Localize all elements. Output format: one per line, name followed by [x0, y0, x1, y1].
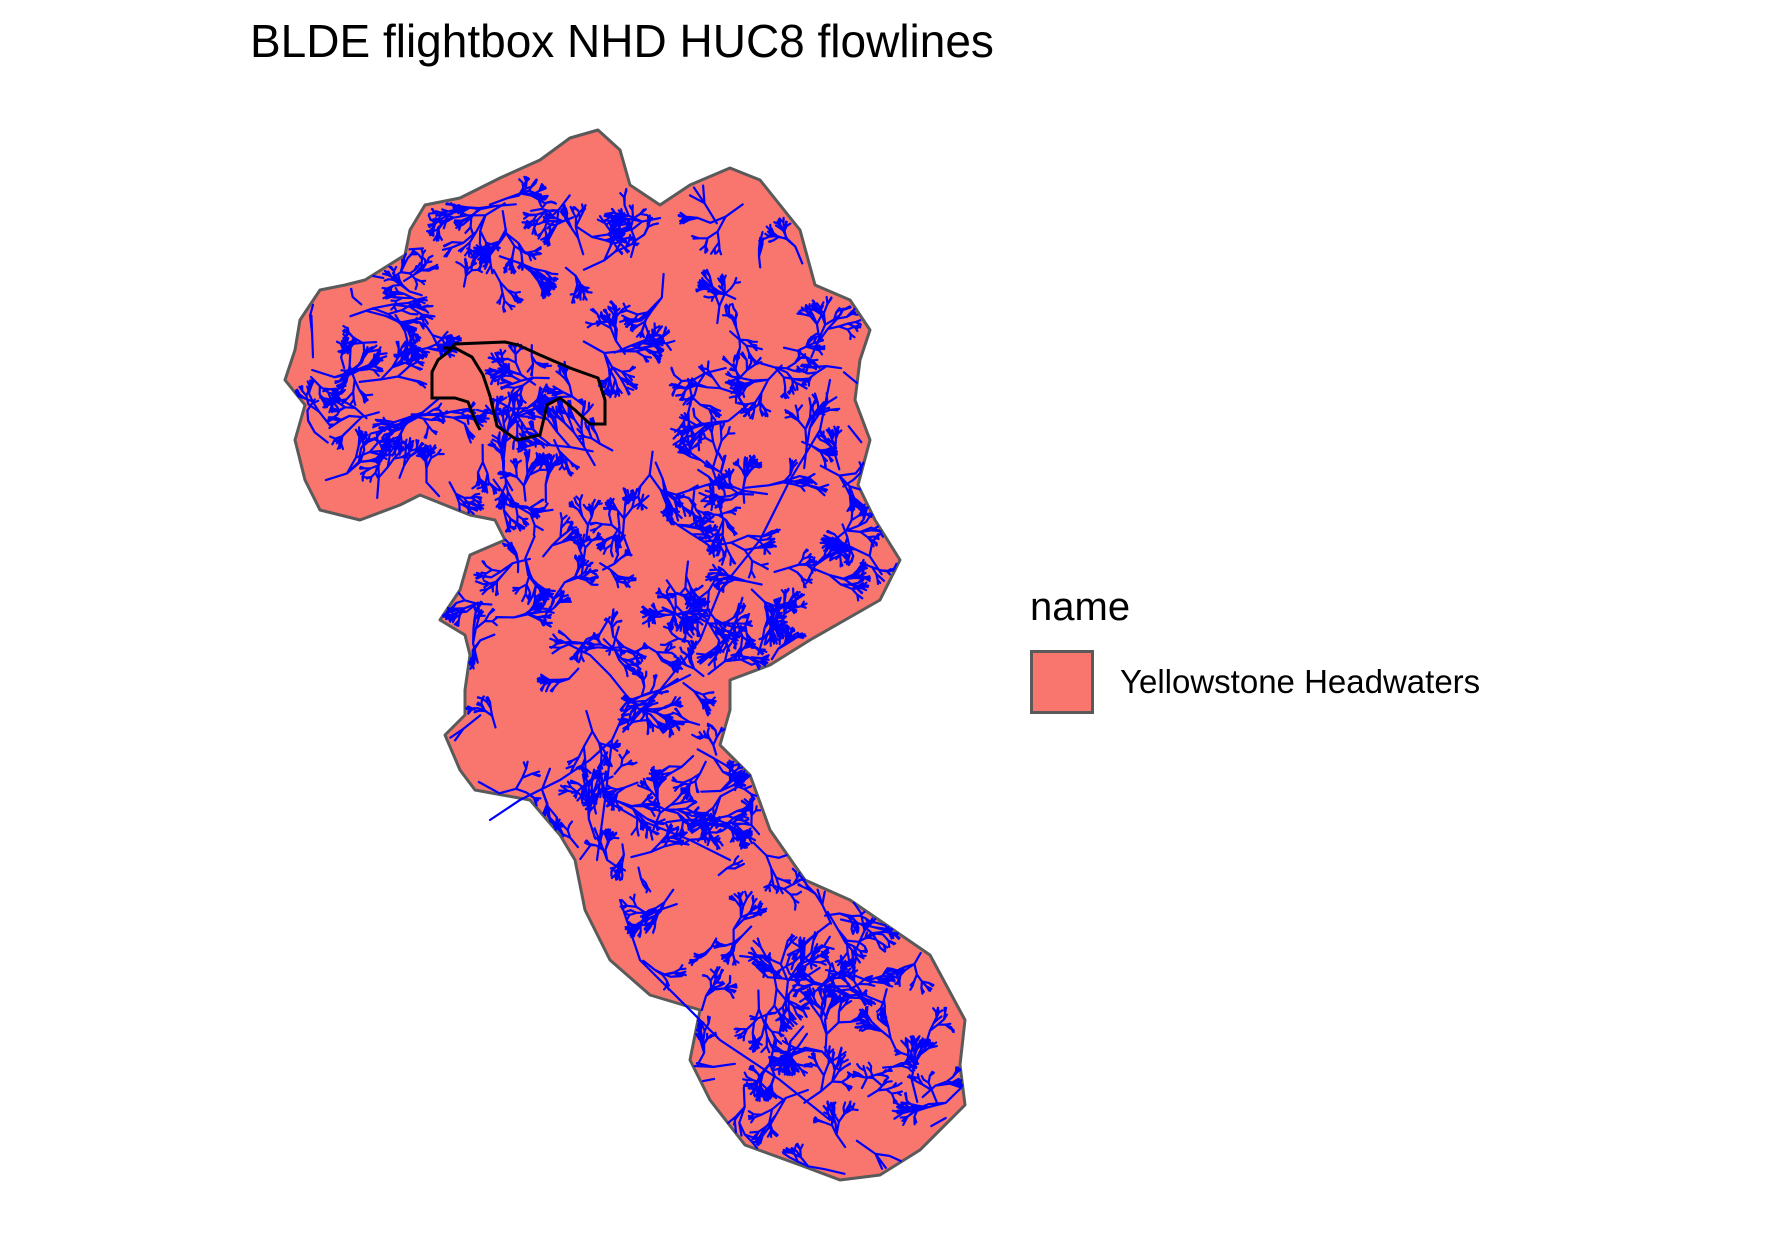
legend-label: Yellowstone Headwaters [1120, 663, 1481, 700]
flowline-network [294, 175, 964, 1175]
flightbox-outline [430, 340, 607, 442]
huc8-basin-polygon [283, 128, 967, 1182]
legend-title: name [1030, 585, 1131, 629]
flowlines-layer [294, 175, 964, 1175]
legend-swatch [1030, 650, 1094, 714]
map-title: BLDE flightbox NHD HUC8 flowlines [250, 15, 994, 67]
legend: name Yellowstone Headwaters [1030, 585, 1480, 714]
legend-item: Yellowstone Headwaters [1030, 650, 1480, 714]
